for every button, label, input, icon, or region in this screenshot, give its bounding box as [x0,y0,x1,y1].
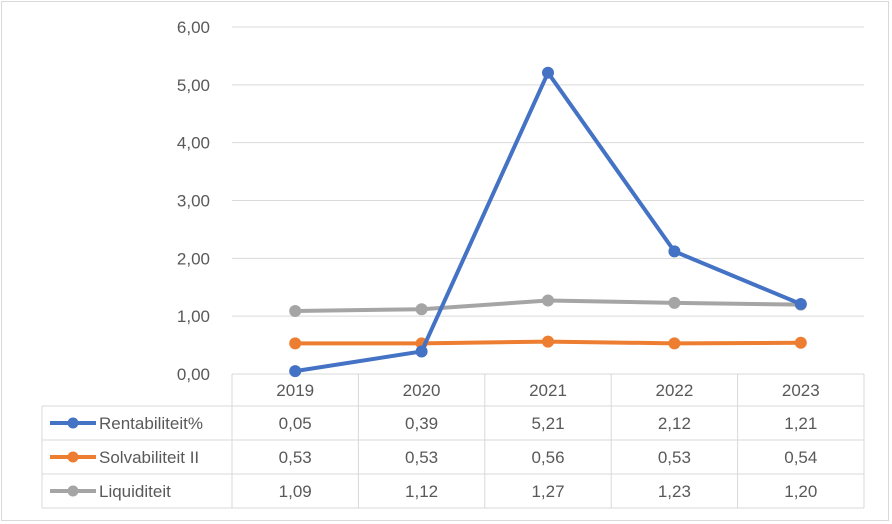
table-cell: 0,54 [784,448,817,467]
data-point [794,298,807,311]
legend-label: Liquiditeit [99,482,171,501]
data-point [668,245,681,258]
y-tick-label: 6,00 [177,18,210,37]
data-point [668,296,681,309]
x-category-label: 2020 [403,381,441,400]
table-cell: 1,21 [784,414,817,433]
series-line-Rentabiliteit% [294,70,802,374]
table-cell: 0,53 [405,448,438,467]
table-cell: 0,53 [279,448,312,467]
y-tick-label: 1,00 [177,307,210,326]
y-tick-label: 4,00 [177,134,210,153]
data-point [542,335,554,348]
table-cell: 0,05 [279,414,312,433]
data-point [668,337,681,350]
table-cell: 1,20 [784,482,817,501]
data-point [542,66,554,79]
legend-marker-0 [67,417,79,429]
table-cell: 5,21 [531,414,564,433]
table-cell: 0,56 [531,448,564,467]
table-cell: 1,09 [279,482,312,501]
y-tick-label: 0,00 [177,365,210,384]
x-category-label: 2023 [782,381,820,400]
legend-marker-2 [67,485,79,497]
x-category-label: 2022 [655,381,693,400]
y-tick-label: 3,00 [177,192,210,211]
data-point [415,345,428,358]
data-point [289,365,302,378]
table-cell: 1,23 [658,482,691,501]
data-point [289,304,302,317]
y-tick-label: 2,00 [177,249,210,268]
table-cell: 1,12 [405,482,438,501]
table-cell: 2,12 [658,414,691,433]
table-cell: 1,27 [531,482,564,501]
x-category-label: 2019 [276,381,314,400]
data-point [289,337,302,350]
legend-label: Rentabiliteit% [99,414,203,433]
data-point [794,336,807,349]
table-cell: 0,53 [658,448,691,467]
data-point [415,303,428,316]
data-point [542,294,554,307]
legend-label: Solvabiliteit II [99,448,199,467]
legend-marker-1 [67,451,79,463]
x-category-label: 2021 [529,381,567,400]
table-cell: 0,39 [405,414,438,433]
y-tick-label: 5,00 [177,76,210,95]
